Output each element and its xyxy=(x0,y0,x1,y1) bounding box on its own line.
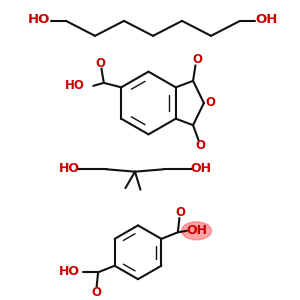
Text: O: O xyxy=(91,286,101,298)
Text: HO: HO xyxy=(58,162,80,175)
Text: O: O xyxy=(95,57,106,70)
Text: O: O xyxy=(175,206,185,219)
Text: O: O xyxy=(192,53,202,67)
Ellipse shape xyxy=(182,222,212,240)
Text: OH: OH xyxy=(256,13,278,26)
Text: OH: OH xyxy=(186,224,207,237)
Text: OH: OH xyxy=(190,162,212,175)
Text: O: O xyxy=(206,96,215,109)
Text: HO: HO xyxy=(59,265,80,278)
Text: HO: HO xyxy=(28,13,50,26)
Text: O: O xyxy=(195,139,205,152)
Text: HO: HO xyxy=(65,79,85,92)
